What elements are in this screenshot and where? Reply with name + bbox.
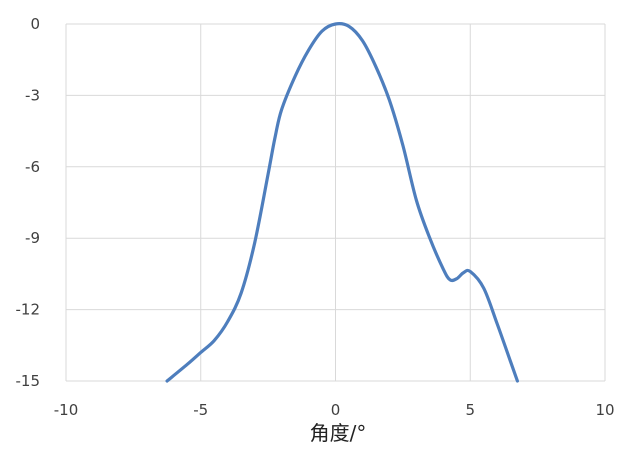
tick-labels: -10 -5 0 5 10 0 -3 -6 -9 -12 -15 bbox=[16, 15, 615, 419]
y-tick-label-1: -3 bbox=[25, 86, 40, 104]
x-tick-label-2: 0 bbox=[331, 401, 341, 419]
x-tick-label-0: -10 bbox=[54, 401, 79, 419]
y-tick-label-0: 0 bbox=[30, 15, 40, 33]
grid bbox=[65, 23, 606, 382]
x-tick-label-3: 5 bbox=[465, 401, 475, 419]
x-tick-label-1: -5 bbox=[193, 401, 208, 419]
x-tick-label-4: 10 bbox=[595, 401, 614, 419]
x-axis-title: 角度/° bbox=[310, 421, 367, 445]
y-tick-label-2: -6 bbox=[25, 158, 40, 176]
series-layer bbox=[165, 22, 520, 383]
y-tick-label-5: -15 bbox=[16, 372, 41, 390]
y-tick-label-3: -9 bbox=[25, 229, 40, 247]
series-line-0 bbox=[165, 22, 520, 383]
y-tick-label-4: -12 bbox=[16, 301, 41, 319]
